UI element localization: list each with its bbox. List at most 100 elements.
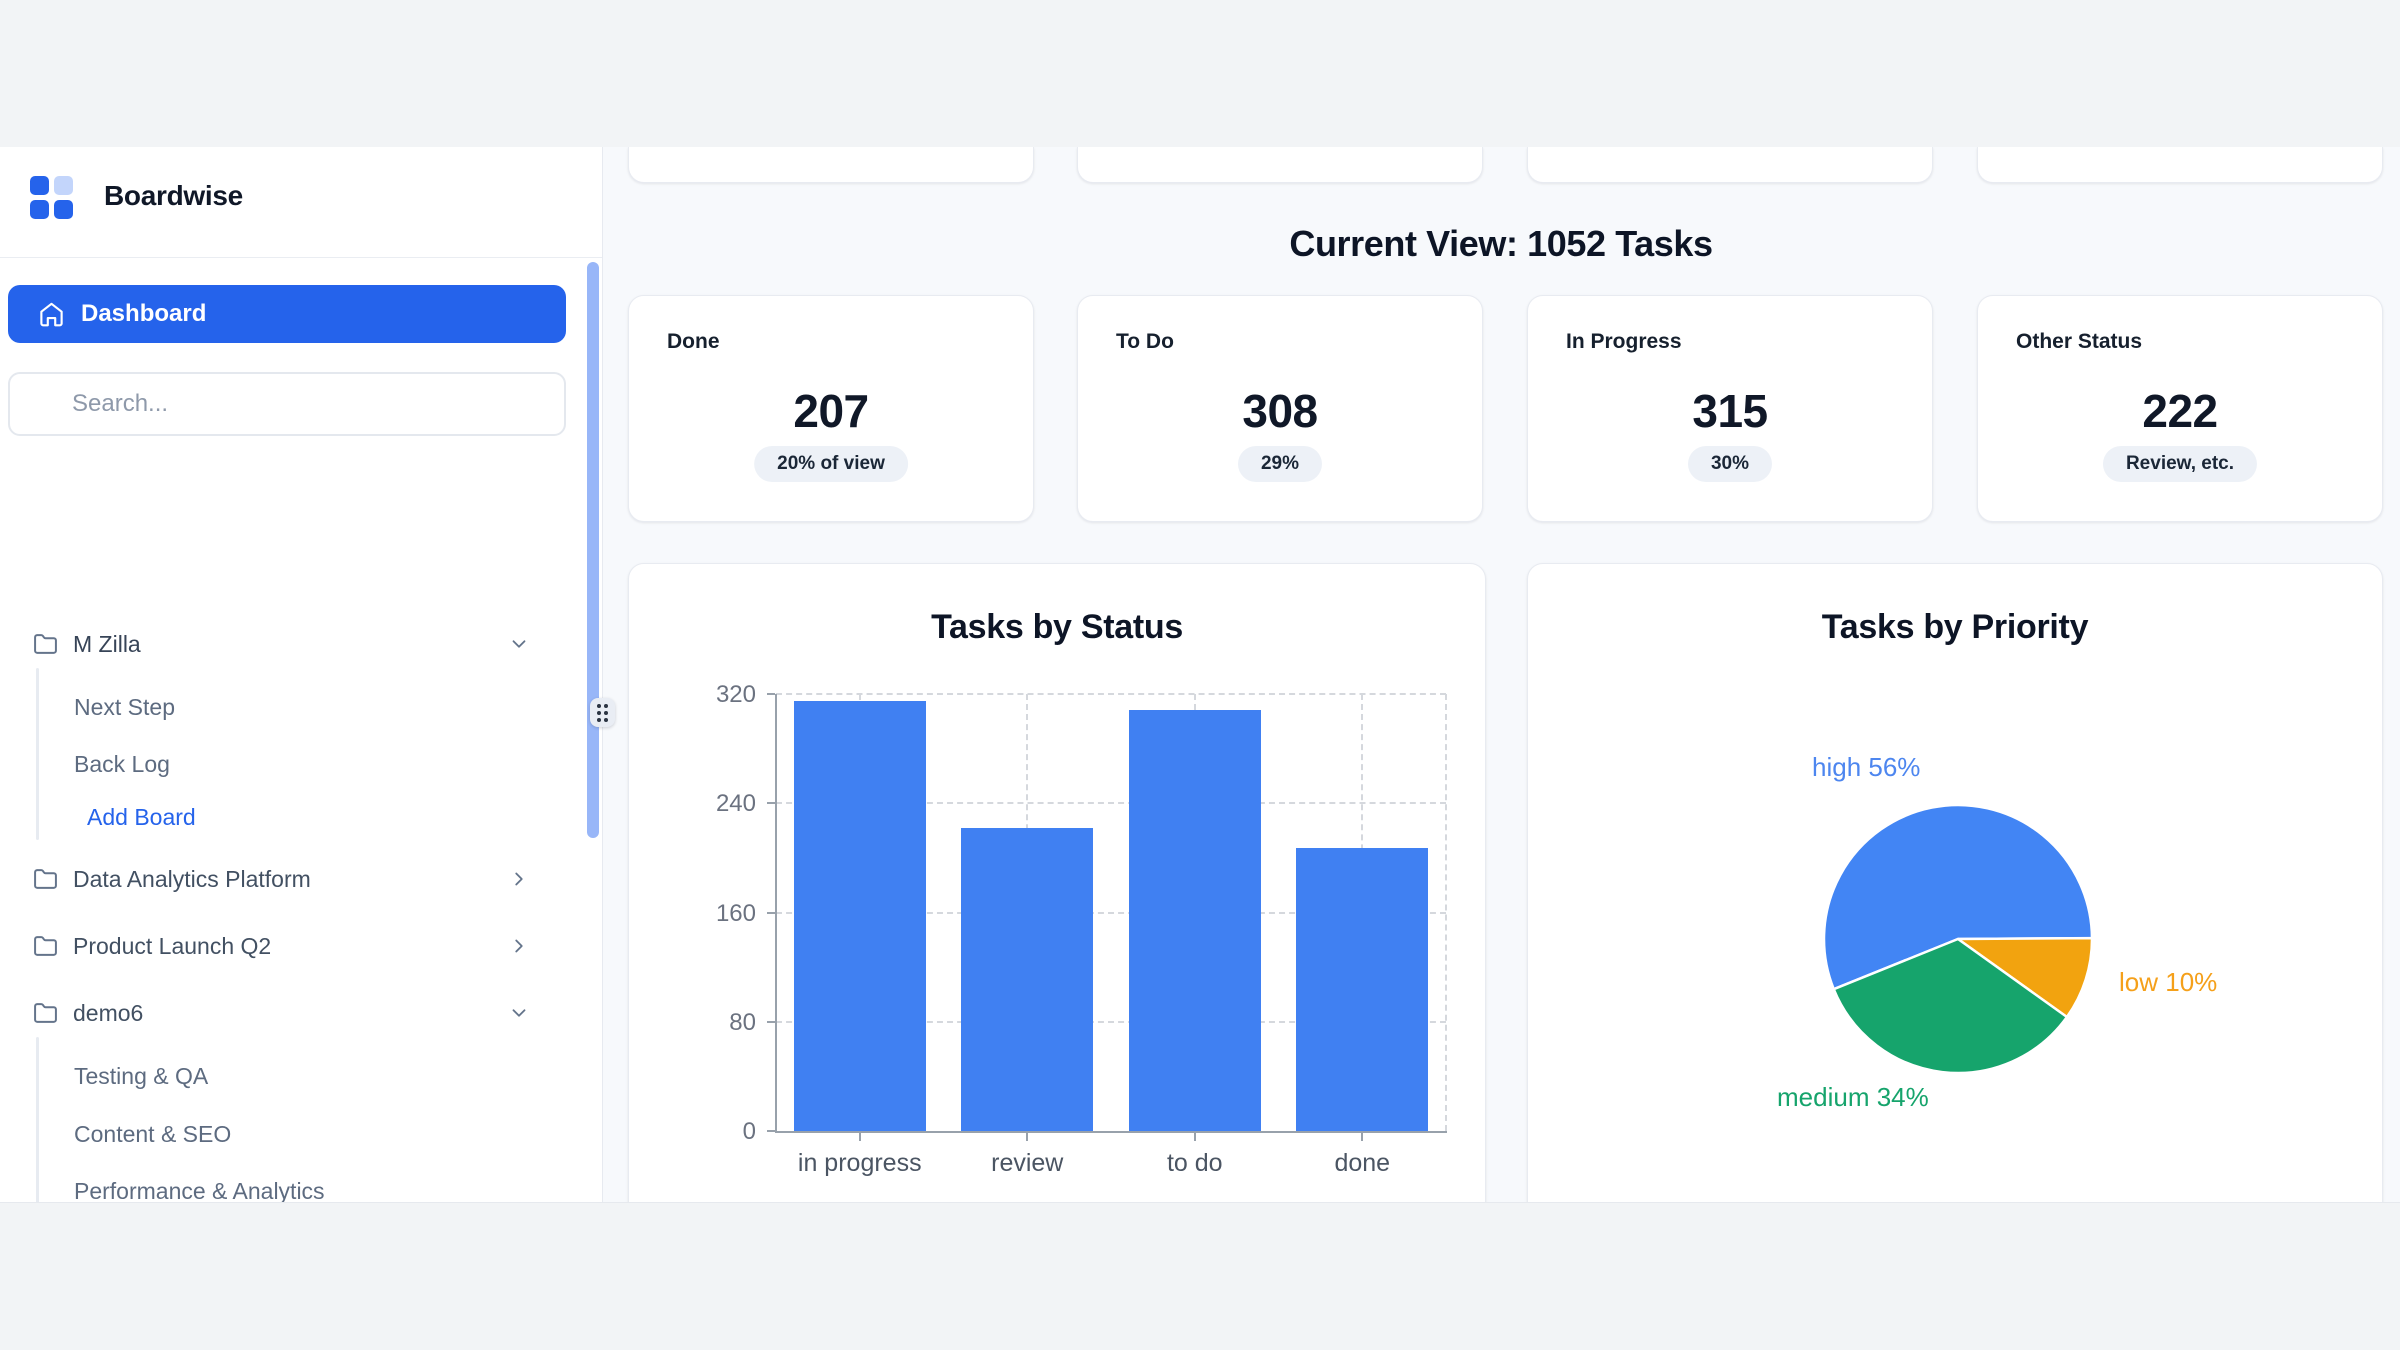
chevron-right-icon[interactable] [508, 868, 530, 890]
sidebar-item-performance-analytics[interactable]: Performance & Analytics [74, 1177, 325, 1203]
stat-badge: 29% [1237, 446, 1323, 482]
x-tick-label: in progress [797, 1149, 922, 1177]
pie-slice-low [1956, 936, 2094, 1019]
page-title: Current View: 1052 Tasks [1289, 223, 1713, 264]
pie-chart [1822, 803, 2094, 1075]
logo-square [30, 200, 49, 219]
gridline [776, 802, 1446, 805]
pie-slice-medium [1832, 937, 2069, 1075]
stat-card-done: Done 207 20% of view [628, 295, 1034, 522]
pie-chart-title: Tasks by Priority [1821, 608, 2089, 646]
tree-indent-line [36, 668, 39, 840]
sidebar-item-data-analytics-platform[interactable]: Data Analytics Platform [0, 857, 586, 901]
gridline [776, 911, 1446, 914]
x-tick [1026, 1133, 1029, 1141]
stat-label: In Progress [1566, 330, 1682, 353]
folder-icon [33, 632, 58, 657]
pie-label-low: low 10% [2119, 967, 2218, 997]
add-board-button[interactable]: Add Board [87, 803, 196, 830]
pie-slice-high [1822, 803, 2094, 991]
x-tick [858, 1133, 861, 1141]
logo-square [54, 200, 73, 219]
grip-dots-icon [597, 703, 608, 722]
sidebar-item-demo6[interactable]: demo6 [0, 991, 586, 1035]
chevron-down-icon[interactable] [508, 1002, 530, 1024]
y-tick [767, 693, 775, 695]
bar-chart-title: Tasks by Status [931, 608, 1183, 646]
x-axis [775, 1131, 1447, 1133]
tasks-by-status-card: Tasks by Status 0 80 160 240 320 in progress r… [628, 563, 1487, 1202]
home-icon [38, 301, 65, 328]
stat-badge: 30% [1687, 446, 1773, 482]
gridline [776, 1020, 1446, 1023]
app-window: Boardwise Dashboard M Zilla Next [0, 147, 2400, 1203]
y-tick-label: 320 [715, 681, 756, 708]
stat-value: 308 [1242, 385, 1318, 437]
boardwise-logo-icon [30, 176, 73, 219]
scrolled-card-stub [628, 147, 1034, 183]
board-label: demo6 [73, 999, 144, 1026]
sidebar-scrollbar[interactable] [587, 262, 599, 838]
board-label: Product Launch Q2 [73, 932, 272, 959]
tree-indent-line [36, 1037, 39, 1202]
y-tick-label: 240 [715, 790, 756, 818]
app-title: Boardwise [104, 180, 243, 211]
folder-icon [33, 934, 58, 959]
folder-icon [33, 1001, 58, 1026]
chevron-down-icon[interactable] [508, 633, 530, 655]
scrolled-card-stub [1977, 147, 2383, 183]
y-tick [767, 802, 775, 805]
sidebar-item-next-step[interactable]: Next Step [74, 693, 175, 720]
stat-label: To Do [1116, 330, 1174, 353]
gridline [1445, 694, 1447, 1131]
y-tick-label: 0 [742, 1118, 756, 1145]
board-label: M Zilla [73, 630, 141, 657]
tasks-by-priority-card: Tasks by Priority high 56% low 10% mediu… [1527, 563, 2383, 1202]
sidebar-item-product-launch-q2[interactable]: Product Launch Q2 [0, 924, 586, 968]
folder-icon [33, 867, 58, 892]
stat-card-other-status: Other Status 222 Review, etc. [1977, 295, 2383, 522]
scrolled-card-stub [1527, 147, 1933, 183]
stat-value: 207 [793, 385, 869, 437]
chevron-right-icon[interactable] [508, 935, 530, 957]
stat-label: Done [667, 330, 720, 353]
logo-square [30, 176, 49, 195]
pie-label-medium: medium 34% [1777, 1082, 1929, 1112]
gridline [776, 693, 1446, 695]
stat-value: 315 [1692, 385, 1768, 437]
bar-done [1296, 848, 1429, 1131]
sidebar-item-m-zilla[interactable]: M Zilla [0, 622, 586, 666]
bar-to-do [1128, 710, 1261, 1131]
y-tick [767, 1130, 775, 1132]
bar-in-progress [793, 700, 926, 1131]
bar-chart: 0 80 160 240 320 in progress review to do done [629, 564, 1487, 1202]
dashboard-button-label: Dashboard [81, 300, 207, 327]
x-tick-label: review [991, 1149, 1064, 1177]
scrolled-card-stub [1077, 147, 1483, 183]
x-tick-label: done [1334, 1149, 1391, 1177]
board-label: Data Analytics Platform [73, 865, 311, 892]
stat-value: 222 [2142, 385, 2218, 437]
x-tick [1193, 1133, 1196, 1141]
search-input[interactable] [8, 372, 566, 436]
x-tick-label: to do [1166, 1149, 1223, 1177]
sidebar-item-back-log[interactable]: Back Log [74, 750, 170, 777]
sidebar-item-testing-qa[interactable]: Testing & QA [74, 1062, 209, 1089]
bar-review [961, 827, 1094, 1131]
sidebar: Boardwise Dashboard M Zilla Next [0, 147, 615, 1203]
y-tick-label: 80 [729, 1008, 756, 1036]
y-tick [767, 1020, 775, 1023]
stat-card-in-progress: In Progress 315 30% [1527, 295, 1933, 522]
y-tick [767, 911, 775, 914]
pie-label-high: high 56% [1812, 752, 1921, 782]
dashboard-button[interactable]: Dashboard [8, 285, 566, 343]
stat-card-to-do: To Do 308 29% [1077, 295, 1483, 522]
sidebar-item-content-seo[interactable]: Content & SEO [74, 1120, 232, 1147]
logo-square [54, 176, 73, 195]
sidebar-resize-handle[interactable] [590, 698, 615, 727]
y-axis [775, 694, 777, 1133]
y-tick-label: 160 [715, 899, 756, 927]
stat-label: Other Status [2016, 330, 2143, 353]
x-tick [1361, 1133, 1364, 1141]
